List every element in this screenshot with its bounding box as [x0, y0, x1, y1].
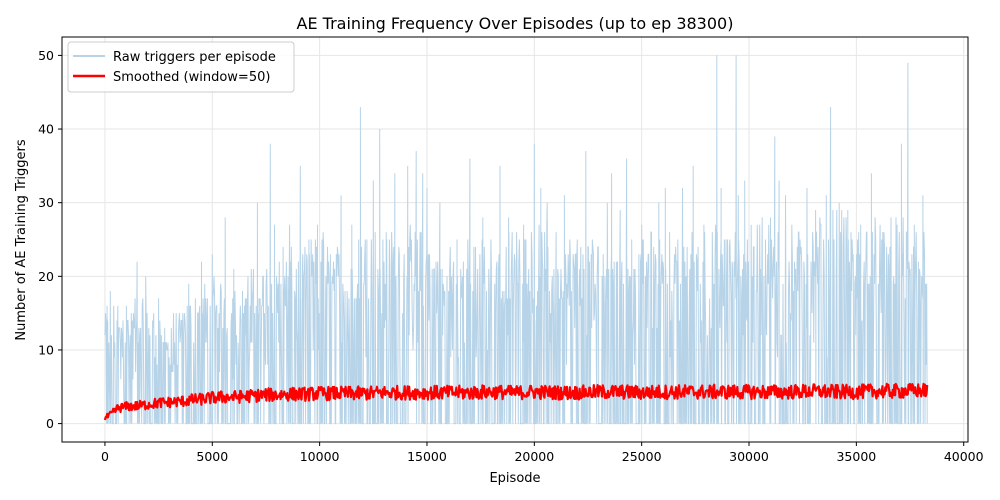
x-tick-label: 25000 [622, 449, 662, 464]
y-tick-label: 20 [38, 269, 54, 284]
tick-layer: 0 5000 10000 15000 20000 25000 30000 35000 40000… [38, 48, 984, 464]
legend-smoothed-label: Smoothed (window=50) [113, 70, 270, 85]
x-tick-label: 10000 [300, 449, 340, 464]
x-tick-label: 15000 [407, 449, 447, 464]
x-tick-label: 40000 [944, 449, 984, 464]
x-tick-label: 20000 [514, 449, 554, 464]
y-tick-label: 0 [46, 416, 54, 431]
plot-frame [61, 36, 969, 443]
chart-title: AE Training Frequency Over Episodes (up … [297, 14, 734, 33]
x-tick-label: 30000 [729, 449, 769, 464]
x-tick-label: 35000 [836, 449, 876, 464]
x-axis-label: Episode [489, 471, 540, 486]
y-tick-label: 50 [38, 48, 54, 63]
legend-raw-label: Raw triggers per episode [113, 50, 276, 65]
legend-frame [67, 41, 295, 93]
x-tick-label: 0 [101, 449, 109, 464]
y-axis-label: Number of AE Training Triggers [14, 139, 29, 341]
x-tick-label: 5000 [196, 449, 228, 464]
smoothed-series [103, 382, 929, 421]
plot-layer [103, 55, 929, 425]
y-tick-label: 40 [38, 122, 54, 137]
y-tick-label: 10 [38, 342, 54, 357]
legend: Raw triggers per episode Smoothed (windo… [67, 41, 295, 93]
raw-triggers-series [104, 55, 928, 425]
y-tick-label: 30 [38, 195, 54, 210]
